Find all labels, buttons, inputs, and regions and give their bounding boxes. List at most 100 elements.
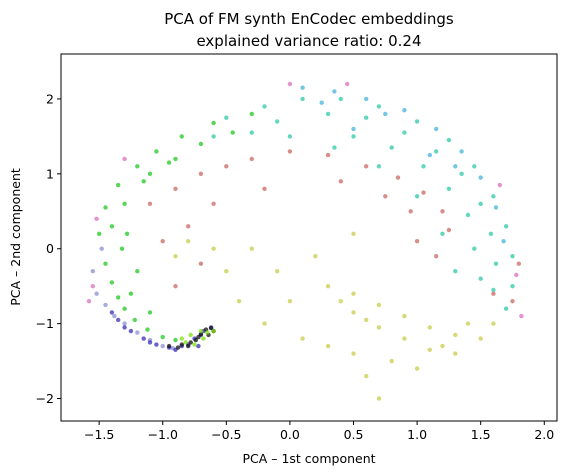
data-point (338, 96, 343, 102)
data-point (205, 330, 210, 335)
data-point (122, 201, 127, 206)
data-point (173, 186, 178, 191)
data-point (186, 343, 191, 349)
data-point (313, 254, 318, 259)
data-point (122, 156, 127, 162)
data-point (510, 299, 515, 304)
data-point (179, 336, 184, 341)
data-point (427, 325, 432, 330)
data-point (440, 209, 445, 214)
data-point (135, 269, 140, 274)
data-point (196, 343, 201, 349)
data-point (453, 164, 458, 169)
data-point (472, 164, 477, 169)
series-5 (179, 328, 216, 347)
data-point (236, 299, 242, 304)
data-point (109, 280, 115, 285)
data-point (198, 328, 204, 334)
chart-subtitle: explained variance ratio: 0.24 (196, 32, 421, 50)
data-point (501, 239, 506, 244)
data-point (160, 239, 165, 244)
data-point (154, 149, 159, 154)
data-point (440, 343, 445, 349)
data-point (491, 287, 496, 293)
data-point (122, 325, 127, 330)
data-point (488, 231, 494, 236)
data-point (249, 156, 254, 162)
axes-frame (60, 53, 558, 422)
data-point (491, 321, 496, 326)
data-point (183, 340, 188, 345)
data-point (434, 254, 439, 259)
series-8 (173, 231, 496, 401)
data-point (211, 134, 216, 139)
data-point (414, 239, 420, 244)
data-point (109, 224, 115, 229)
data-point (364, 96, 369, 102)
data-point (510, 254, 515, 259)
data-point (491, 194, 496, 199)
data-point (402, 130, 407, 135)
data-point (132, 317, 137, 323)
data-point (364, 317, 369, 323)
data-point (122, 306, 127, 311)
data-point (287, 299, 293, 304)
data-point (300, 85, 305, 90)
data-point (179, 134, 184, 139)
series-4 (97, 111, 254, 343)
data-point (147, 310, 153, 315)
data-point (119, 246, 125, 251)
data-point (94, 291, 99, 296)
data-point (351, 126, 356, 132)
data-point (211, 328, 216, 334)
x-axis-label: PCA – 1st component (242, 451, 375, 466)
data-point (364, 164, 369, 169)
data-point (503, 306, 509, 311)
data-point (166, 343, 172, 349)
data-point (173, 337, 178, 343)
data-point (211, 120, 216, 126)
data-point (465, 212, 471, 218)
data-point (211, 246, 216, 251)
data-point (345, 81, 350, 87)
data-point (427, 347, 432, 352)
data-point (135, 330, 140, 335)
data-point (472, 246, 477, 251)
data-point (160, 334, 165, 340)
series-10 (86, 81, 524, 319)
series-3 (166, 325, 216, 350)
x-tick-label: −0.5 (211, 427, 241, 442)
data-point (230, 130, 235, 135)
data-point (188, 340, 193, 345)
data-point (287, 149, 293, 154)
data-point (414, 119, 420, 124)
series-9 (147, 149, 521, 304)
data-point (338, 179, 343, 184)
data-point (478, 336, 483, 341)
data-point (192, 342, 197, 347)
data-point (166, 160, 172, 165)
data-point (128, 291, 134, 296)
data-point (503, 224, 509, 229)
x-tick-label: −1.0 (148, 427, 178, 442)
data-point (497, 182, 502, 188)
data-point (198, 171, 204, 176)
data-point (211, 201, 216, 206)
data-point (402, 336, 407, 341)
data-point (103, 205, 108, 210)
series-1 (90, 246, 176, 351)
y-tick-label: 1 (46, 166, 54, 181)
data-point (262, 104, 267, 109)
x-tick-label: 2.0 (534, 427, 554, 442)
data-point (103, 302, 108, 308)
data-point (383, 111, 388, 117)
data-point (262, 186, 267, 191)
data-point (186, 224, 191, 229)
data-point (478, 276, 483, 281)
data-point (516, 261, 521, 266)
data-point (453, 269, 458, 274)
data-point (351, 310, 356, 315)
data-point (122, 321, 127, 326)
data-point (90, 284, 96, 289)
